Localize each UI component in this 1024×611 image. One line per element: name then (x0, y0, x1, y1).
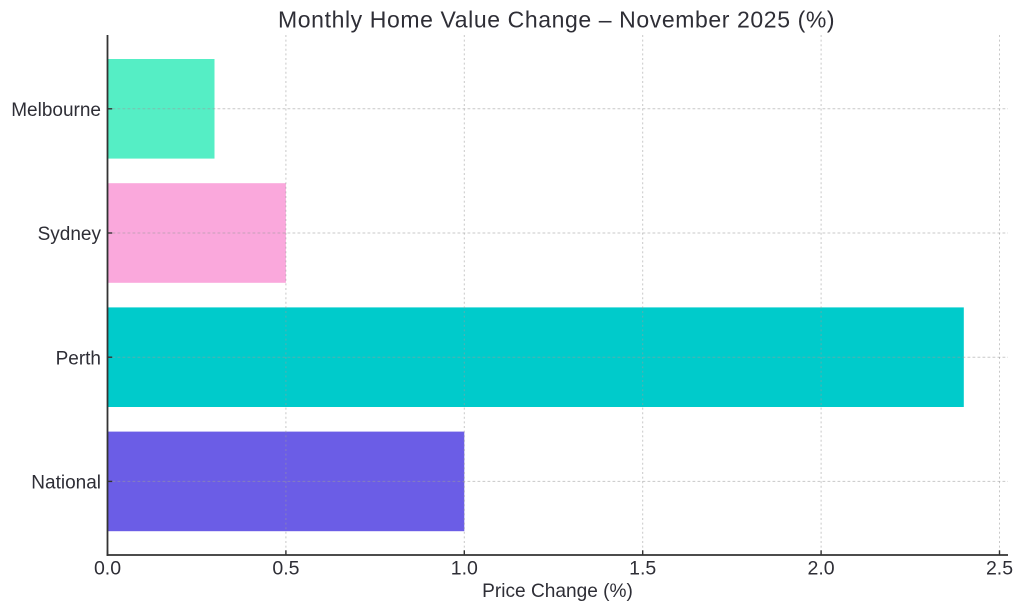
svg-text:Sydney: Sydney (38, 224, 102, 245)
svg-text:Price Change (%): Price Change (%) (482, 581, 633, 602)
svg-text:National: National (31, 473, 101, 494)
svg-text:Monthly Home Value Change – No: Monthly Home Value Change – November 202… (278, 7, 835, 33)
svg-text:1.0: 1.0 (451, 558, 478, 580)
svg-text:2.5: 2.5 (986, 558, 1013, 580)
svg-text:2.0: 2.0 (808, 558, 835, 580)
svg-text:1.5: 1.5 (629, 558, 656, 580)
svg-text:0.5: 0.5 (272, 558, 299, 580)
svg-text:0.0: 0.0 (94, 558, 121, 580)
svg-text:Melbourne: Melbourne (11, 100, 101, 121)
svg-text:Perth: Perth (56, 348, 101, 369)
